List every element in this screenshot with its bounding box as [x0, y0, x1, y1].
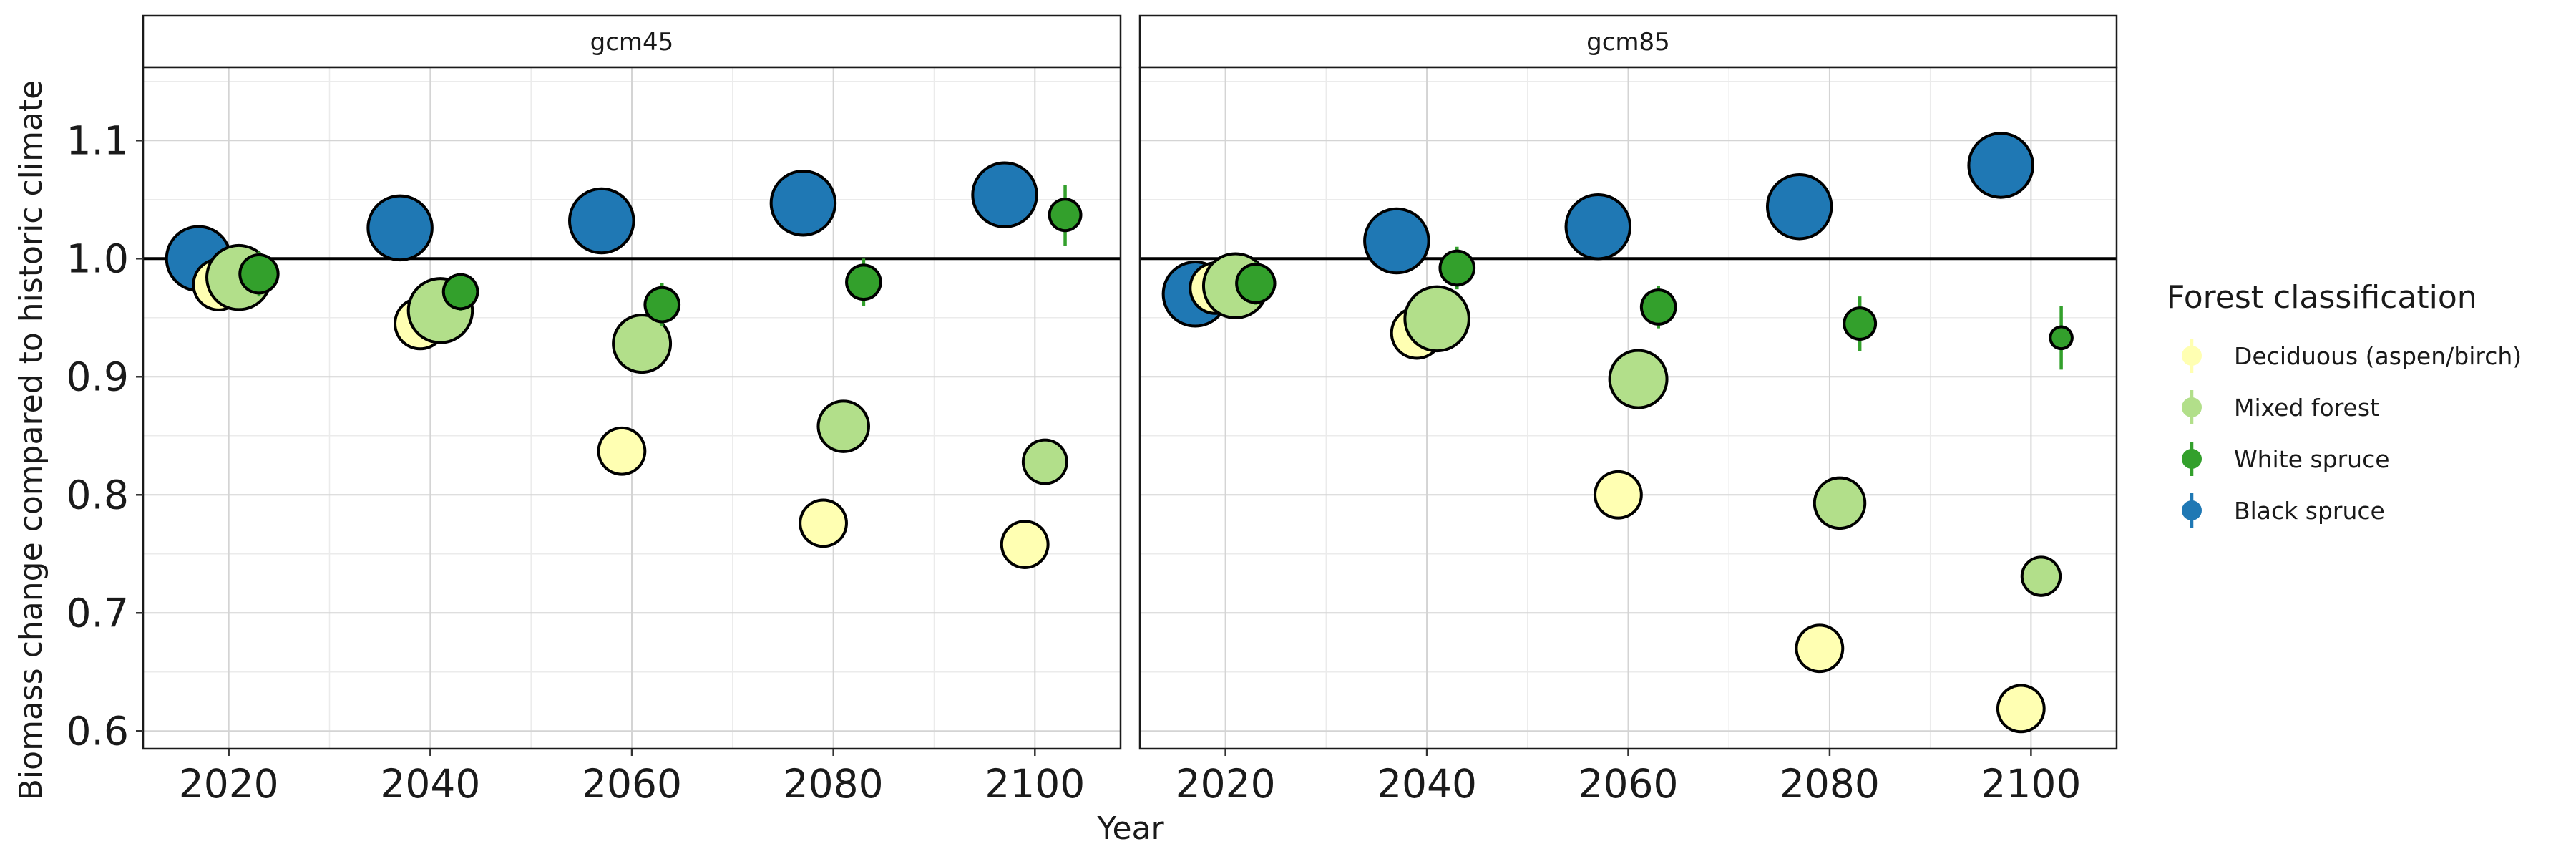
x-tick-label: 2060 [582, 761, 682, 807]
y-tick-label: 0.6 [67, 708, 129, 754]
y-tick-label: 1.0 [67, 236, 129, 281]
data-point [1596, 472, 1640, 517]
data-point [646, 288, 678, 321]
grid-lines [1140, 67, 2117, 749]
data-point [615, 316, 670, 372]
data-point [241, 256, 277, 292]
data-point [2023, 558, 2059, 594]
legend: Forest classification Deciduous (aspen/bi… [2167, 279, 2522, 528]
x-tick-label: 2020 [179, 761, 279, 807]
legend-item-white-spruce: White spruce [2182, 442, 2390, 476]
data-point [1002, 523, 1047, 566]
legend-label: White spruce [2234, 445, 2390, 473]
data-point [974, 164, 1035, 225]
series-white-spruce [1235, 246, 2074, 370]
legend-key-point [2182, 346, 2202, 366]
x-tick-label: 2100 [1981, 761, 2081, 807]
data-point [801, 501, 845, 545]
series-white-spruce [238, 185, 1083, 326]
y-tick-label: 1.1 [67, 117, 129, 163]
data-point [1024, 441, 1065, 482]
data-point [1238, 266, 1274, 301]
x-tick-label: 2080 [1780, 761, 1880, 807]
panel-strip-gcm45 [142, 14, 1122, 69]
legend-label: Black spruce [2234, 497, 2385, 525]
y-tick-label: 0.8 [67, 472, 129, 518]
x-tick-label: 2020 [1176, 761, 1276, 807]
legend-key-point [2182, 449, 2202, 469]
legend-key-point [2182, 397, 2202, 417]
y-tick-label: 0.7 [67, 590, 129, 636]
data-point [1845, 309, 1875, 338]
data-point [1815, 479, 1864, 528]
data-point [1611, 351, 1666, 407]
data-point [1441, 252, 1473, 284]
data-point [1406, 288, 1468, 350]
legend-item-black-spruce: Black spruce [2182, 493, 2385, 528]
data-point [2051, 328, 2071, 348]
data-point [1970, 135, 2031, 196]
data-point [1567, 195, 1629, 258]
x-tick-label: 2040 [380, 761, 480, 807]
y-tick-label: 0.9 [67, 354, 129, 399]
legend-key-point [2182, 500, 2202, 520]
x-tick-label: 2060 [1579, 761, 1679, 807]
panel-title-gcm45: gcm45 [590, 28, 674, 57]
panel-title-gcm85: gcm85 [1586, 28, 1670, 57]
data-point [1999, 686, 2043, 731]
legend-label: Mixed forest [2234, 394, 2379, 422]
data-point [848, 266, 879, 299]
data-point [1050, 200, 1080, 230]
data-point [1797, 626, 1842, 671]
x-tick-label: 2080 [784, 761, 884, 807]
data-point [444, 276, 477, 308]
panel-gcm85: gcm85 2020 2040 2060 2080 2100 [1138, 14, 2118, 807]
y-axis-title: Biomass change compared to historic clim… [13, 80, 49, 801]
x-tick-label: 2040 [1377, 761, 1477, 807]
data-point [369, 197, 431, 259]
legend-item-mixed-forest: Mixed forest [2182, 390, 2379, 424]
data-point [772, 172, 834, 234]
x-axis-title: Year [1096, 810, 1164, 847]
panel-gcm45: gcm45 2020 2040 2060 2080 2100 0.6 0.7 0.8 0.9 1.0… [67, 14, 1122, 807]
series-black-spruce [1161, 132, 2034, 328]
legend-title: Forest classification [2167, 279, 2477, 316]
data-point [1366, 210, 1428, 272]
x-tick-label: 2100 [985, 761, 1085, 807]
panels-layer: gcm45 2020 2040 2060 2080 2100 0.6 0.7 0.8 0.9 1.0… [67, 14, 2118, 807]
legend-label: Deciduous (aspen/birch) [2234, 342, 2522, 370]
data-point [1768, 175, 1830, 238]
data-point [571, 190, 633, 252]
data-point [1642, 291, 1674, 323]
legend-item-deciduous-aspen-birch: Deciduous (aspen/birch) [2182, 339, 2522, 373]
data-point [600, 429, 644, 473]
data-point [819, 402, 867, 450]
